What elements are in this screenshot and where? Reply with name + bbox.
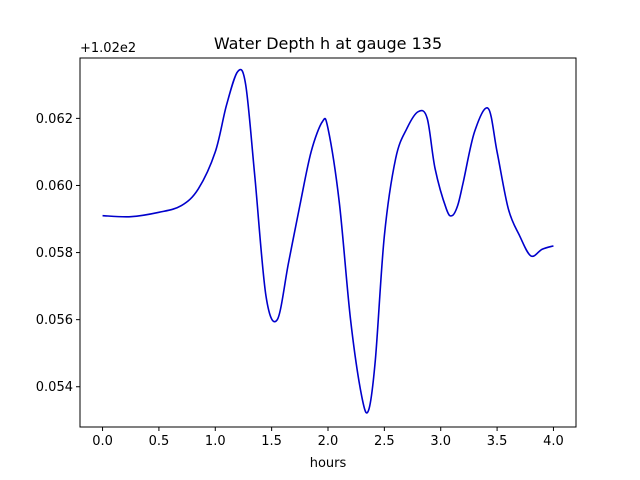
x-tick-label: 4.0 <box>543 434 564 449</box>
x-axis: 0.0 0.5 1.0 1.5 2.0 2.5 3.0 3.5 4.0 <box>92 427 564 449</box>
x-tick-label: 2.0 <box>318 434 339 449</box>
chart-title: Water Depth h at gauge 135 <box>214 34 442 53</box>
y-axis: 0.054 0.056 0.058 0.060 0.062 <box>36 112 80 395</box>
plot-frame <box>79 57 577 428</box>
y-tick-label: 0.060 <box>36 179 73 194</box>
x-tick-label: 1.5 <box>261 434 282 449</box>
x-tick-label: 0.0 <box>92 434 113 449</box>
y-tick-label: 0.054 <box>36 380 73 395</box>
x-tick-label: 0.5 <box>149 434 170 449</box>
plot-area <box>79 57 577 428</box>
y-tick-label: 0.058 <box>36 246 73 261</box>
x-tick-label: 3.0 <box>430 434 451 449</box>
x-tick-label: 2.5 <box>374 434 395 449</box>
series-line-0 <box>102 68 554 414</box>
y-tick-label: 0.062 <box>36 112 73 127</box>
y-tick-label: 0.056 <box>36 313 73 328</box>
x-tick-label: 3.5 <box>487 434 508 449</box>
x-axis-label: hours <box>310 456 347 471</box>
y-offset-label: +1.02e2 <box>80 41 136 56</box>
x-tick-label: 1.0 <box>205 434 226 449</box>
